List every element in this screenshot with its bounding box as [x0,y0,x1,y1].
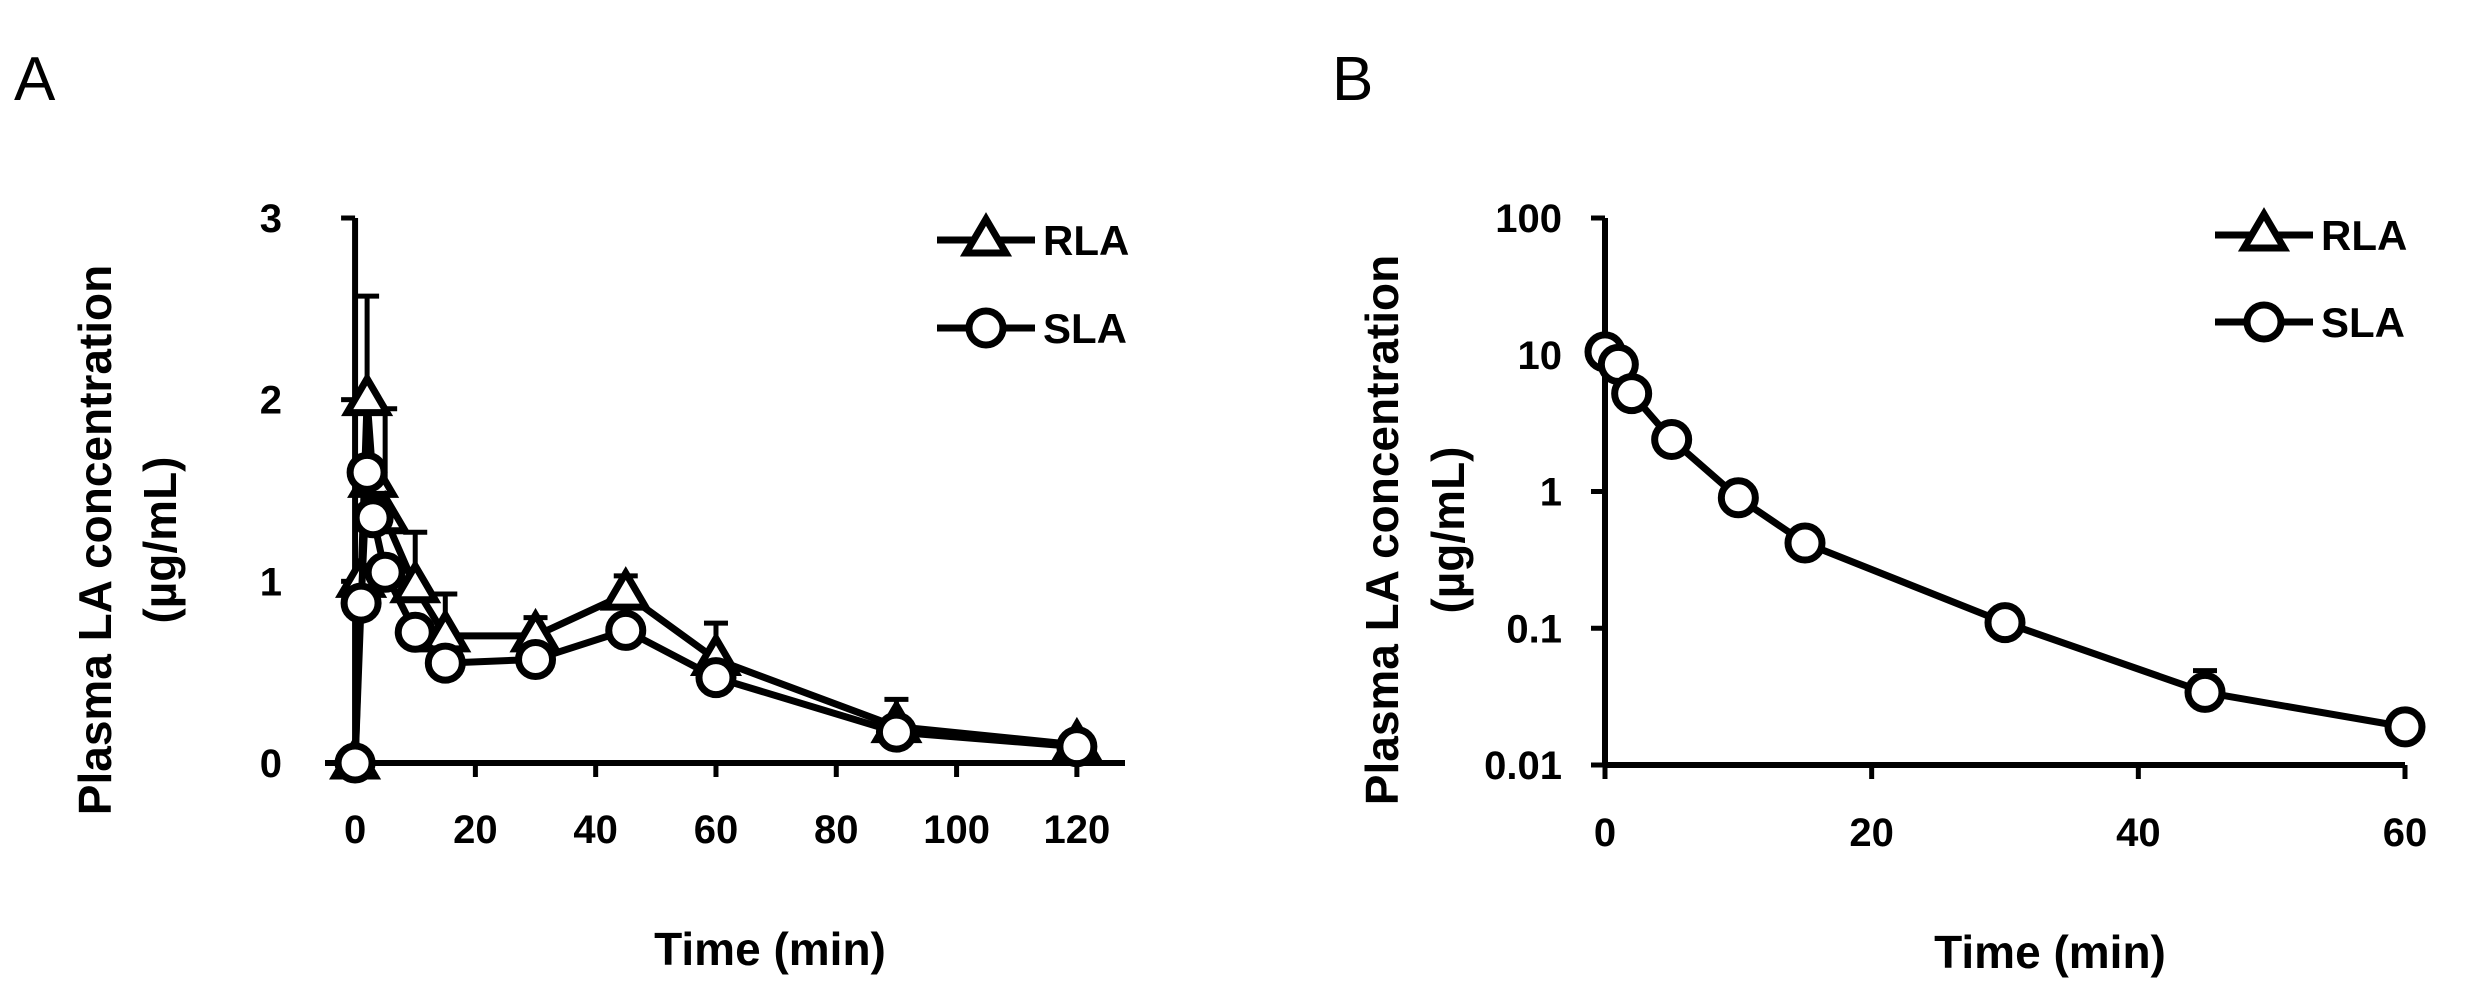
data-point-sla [1717,477,1759,519]
x-tick-label: 100 [923,808,990,852]
y-tick-label: 2 [260,379,282,423]
data-point-rla [341,371,394,417]
x-axis-title: Time (min) [1934,926,2166,978]
y-axis-title: Plasma LA concentration [1356,255,1408,805]
y-tick-label: 0.01 [1484,744,1562,788]
data-point-sla [334,742,376,784]
data-point-sla [515,638,557,680]
data-point-sla [346,451,388,493]
x-tick-label: 80 [814,808,859,852]
panel-label-b: B [1332,45,1373,114]
data-point-sla [2384,706,2426,748]
y-axis-title: Plasma LA concentration [69,265,121,815]
x-axis-title: Time (min) [654,923,886,975]
legend-label-sla: SLA [1043,305,1127,352]
x-tick-label: 120 [1044,808,1111,852]
data-point-sla [875,711,917,753]
y-tick-label: 1 [260,560,282,604]
data-point-sla [1056,726,1098,768]
legend-marker-rla [959,212,1013,257]
legend-label-sla: SLA [2321,299,2405,346]
x-tick-label: 20 [453,808,498,852]
data-point-sla [424,642,466,684]
y-tick-label: 3 [260,197,282,241]
data-point-rla [389,558,442,604]
data-point-sla [394,611,436,653]
y-tick-label: 10 [1518,334,1563,378]
data-point-sla [1784,522,1826,564]
data-point-rla [599,566,652,611]
x-tick-label: 0 [1594,811,1616,855]
y-tick-label: 1 [1540,471,1562,515]
legend-marker-sla [965,307,1007,349]
data-point-sla [1611,373,1653,415]
series-line-sla [351,468,1078,764]
x-tick-label: 60 [2383,811,2428,855]
y-axis-unit: (µg/mL) [134,456,186,623]
y-tick-label: 0.1 [1506,607,1562,651]
data-point-sla [352,497,394,539]
series-line-sla [1602,349,2406,731]
data-point-sla [340,582,382,624]
data-point-sla [2184,671,2226,713]
data-point-sla [695,657,737,699]
x-tick-label: 20 [1849,811,1894,855]
chart-panel-a: 0 1 2 3 0 20 40 60 80 100 120 Time (min) Plasma LA c… [69,197,1129,975]
chart-panel-b: 0.01 0.1 1 10 100 0 20 40 60 Time (min) Plasma LA … [1356,197,2427,978]
x-tick-label: 0 [344,808,366,852]
y-tick-label: 0 [260,742,282,786]
data-point-sla [1651,419,1693,461]
x-tick-label: 40 [573,808,618,852]
x-tick-label: 60 [694,808,739,852]
legend-label-rla: RLA [2321,212,2407,259]
data-point-sla [364,551,406,593]
legend-marker-rla [2237,207,2291,252]
y-axis-unit: (µg/mL) [1422,446,1474,613]
x-tick-label: 40 [2116,811,2161,855]
series-line-rla [351,396,1078,764]
legend-marker-sla [2243,301,2285,343]
data-point-sla [1984,602,2026,644]
panel-label-a: A [14,45,56,114]
y-tick-label: 100 [1495,197,1562,241]
legend-label-rla: RLA [1043,217,1129,264]
data-point-sla [605,609,647,651]
